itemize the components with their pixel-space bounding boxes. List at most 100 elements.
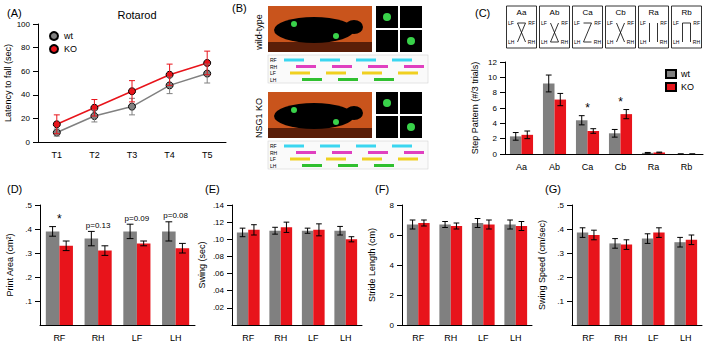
svg-text:(A): (A)	[7, 7, 22, 19]
svg-text:LH: LH	[607, 39, 614, 45]
svg-text:.2: .2	[25, 273, 32, 282]
svg-text:(B): (B)	[232, 2, 247, 14]
svg-text:.06: .06	[213, 269, 225, 278]
svg-text:LF: LF	[607, 20, 613, 26]
svg-text:T4: T4	[164, 150, 175, 160]
svg-text:.5: .5	[557, 201, 564, 210]
svg-text:wt: wt	[680, 69, 690, 79]
svg-text:Rb: Rb	[681, 8, 692, 17]
svg-text:Ab: Ab	[549, 162, 560, 172]
svg-text:.04: .04	[213, 286, 225, 295]
svg-text:Ra: Ra	[648, 8, 659, 17]
svg-text:LH: LH	[680, 333, 692, 343]
svg-text:*: *	[585, 101, 590, 115]
svg-text:RF: RF	[528, 20, 535, 26]
svg-text:RH: RH	[614, 333, 627, 343]
svg-text:*: *	[57, 212, 62, 226]
svg-text:LF: LF	[270, 156, 276, 162]
svg-text:RH: RH	[660, 39, 668, 45]
svg-text:NSG1 KO: NSG1 KO	[254, 98, 264, 138]
svg-text:10: 10	[488, 73, 497, 82]
svg-text:LF: LF	[270, 70, 276, 76]
svg-text:.2: .2	[557, 273, 564, 282]
svg-text:8: 8	[390, 201, 395, 210]
svg-text:(E): (E)	[205, 183, 220, 195]
svg-text:KO: KO	[681, 82, 694, 92]
svg-text:wt: wt	[63, 31, 73, 41]
svg-text:0: 0	[26, 138, 31, 147]
svg-text:T5: T5	[202, 150, 213, 160]
svg-text:.10: .10	[213, 235, 225, 244]
svg-text:4: 4	[493, 119, 498, 128]
svg-text:RF: RF	[53, 333, 65, 343]
svg-text:RH: RH	[627, 39, 635, 45]
svg-text:.02: .02	[213, 303, 225, 312]
svg-text:.14: .14	[213, 201, 225, 210]
svg-text:Swing Speed (cm/sec): Swing Speed (cm/sec)	[537, 220, 547, 310]
svg-text:RF: RF	[561, 20, 568, 26]
svg-text:RF: RF	[627, 20, 634, 26]
svg-text:0: 0	[390, 321, 395, 330]
svg-text:Print Area (cm²): Print Area (cm²)	[5, 233, 15, 296]
svg-text:4: 4	[390, 261, 395, 270]
svg-text:Step Pattern (#/3 trials): Step Pattern (#/3 trials)	[470, 62, 480, 155]
svg-text:T2: T2	[89, 150, 100, 160]
svg-text:LF: LF	[308, 333, 319, 343]
svg-text:RH: RH	[270, 64, 278, 70]
svg-text:.08: .08	[213, 252, 225, 261]
svg-text:RH: RH	[693, 39, 701, 45]
svg-text:LH: LH	[640, 39, 647, 45]
svg-text:Swing (sec): Swing (sec)	[197, 241, 207, 288]
svg-text:.3: .3	[25, 249, 32, 258]
svg-text:6: 6	[390, 231, 395, 240]
svg-text:RH: RH	[561, 39, 569, 45]
svg-text:LH: LH	[541, 39, 548, 45]
svg-text:LH: LH	[574, 39, 581, 45]
svg-text:(D): (D)	[7, 183, 22, 195]
svg-text:RF: RF	[582, 333, 594, 343]
svg-text:(G): (G)	[545, 183, 561, 195]
svg-text:p=0.09: p=0.09	[125, 214, 150, 223]
svg-text:*: *	[618, 95, 623, 109]
svg-text:LF: LF	[478, 333, 489, 343]
svg-text:RH: RH	[270, 150, 278, 156]
svg-text:RH: RH	[274, 333, 287, 343]
svg-text:p=0.13: p=0.13	[86, 221, 111, 230]
svg-text:LH: LH	[270, 163, 277, 169]
svg-text:Ra: Ra	[648, 162, 660, 172]
svg-text:2: 2	[493, 134, 498, 143]
svg-text:LF: LF	[648, 333, 659, 343]
svg-text:Cb: Cb	[615, 162, 627, 172]
svg-text:KO: KO	[64, 44, 77, 54]
svg-text:Latency to fall (sec): Latency to fall (sec)	[3, 44, 13, 122]
svg-text:20: 20	[21, 114, 30, 123]
svg-text:RF: RF	[242, 333, 254, 343]
svg-text:LH: LH	[510, 333, 522, 343]
svg-text:RF: RF	[270, 143, 277, 149]
svg-text:RF: RF	[270, 57, 277, 63]
svg-text:LH: LH	[673, 39, 680, 45]
svg-text:60: 60	[21, 67, 30, 76]
svg-text:Ca: Ca	[582, 162, 594, 172]
svg-text:LF: LF	[508, 20, 514, 26]
svg-text:.5: .5	[25, 201, 32, 210]
svg-text:RH: RH	[444, 333, 457, 343]
svg-text:6: 6	[493, 104, 498, 113]
svg-text:(F): (F)	[375, 183, 389, 195]
svg-text:LF: LF	[132, 333, 143, 343]
svg-text:Aa: Aa	[516, 162, 527, 172]
svg-text:.1: .1	[557, 297, 564, 306]
svg-text:.4: .4	[25, 225, 32, 234]
svg-text:80: 80	[21, 43, 30, 52]
svg-text:40: 40	[21, 90, 30, 99]
svg-text:LH: LH	[508, 39, 515, 45]
svg-text:0: 0	[493, 150, 498, 159]
svg-text:Ab: Ab	[550, 8, 560, 17]
svg-text:.4: .4	[557, 225, 564, 234]
svg-text:(C): (C)	[475, 7, 490, 19]
svg-text:.1: .1	[25, 297, 32, 306]
svg-text:100: 100	[17, 20, 31, 29]
svg-text:LH: LH	[270, 77, 277, 83]
svg-text:LF: LF	[541, 20, 547, 26]
svg-text:T3: T3	[127, 150, 138, 160]
